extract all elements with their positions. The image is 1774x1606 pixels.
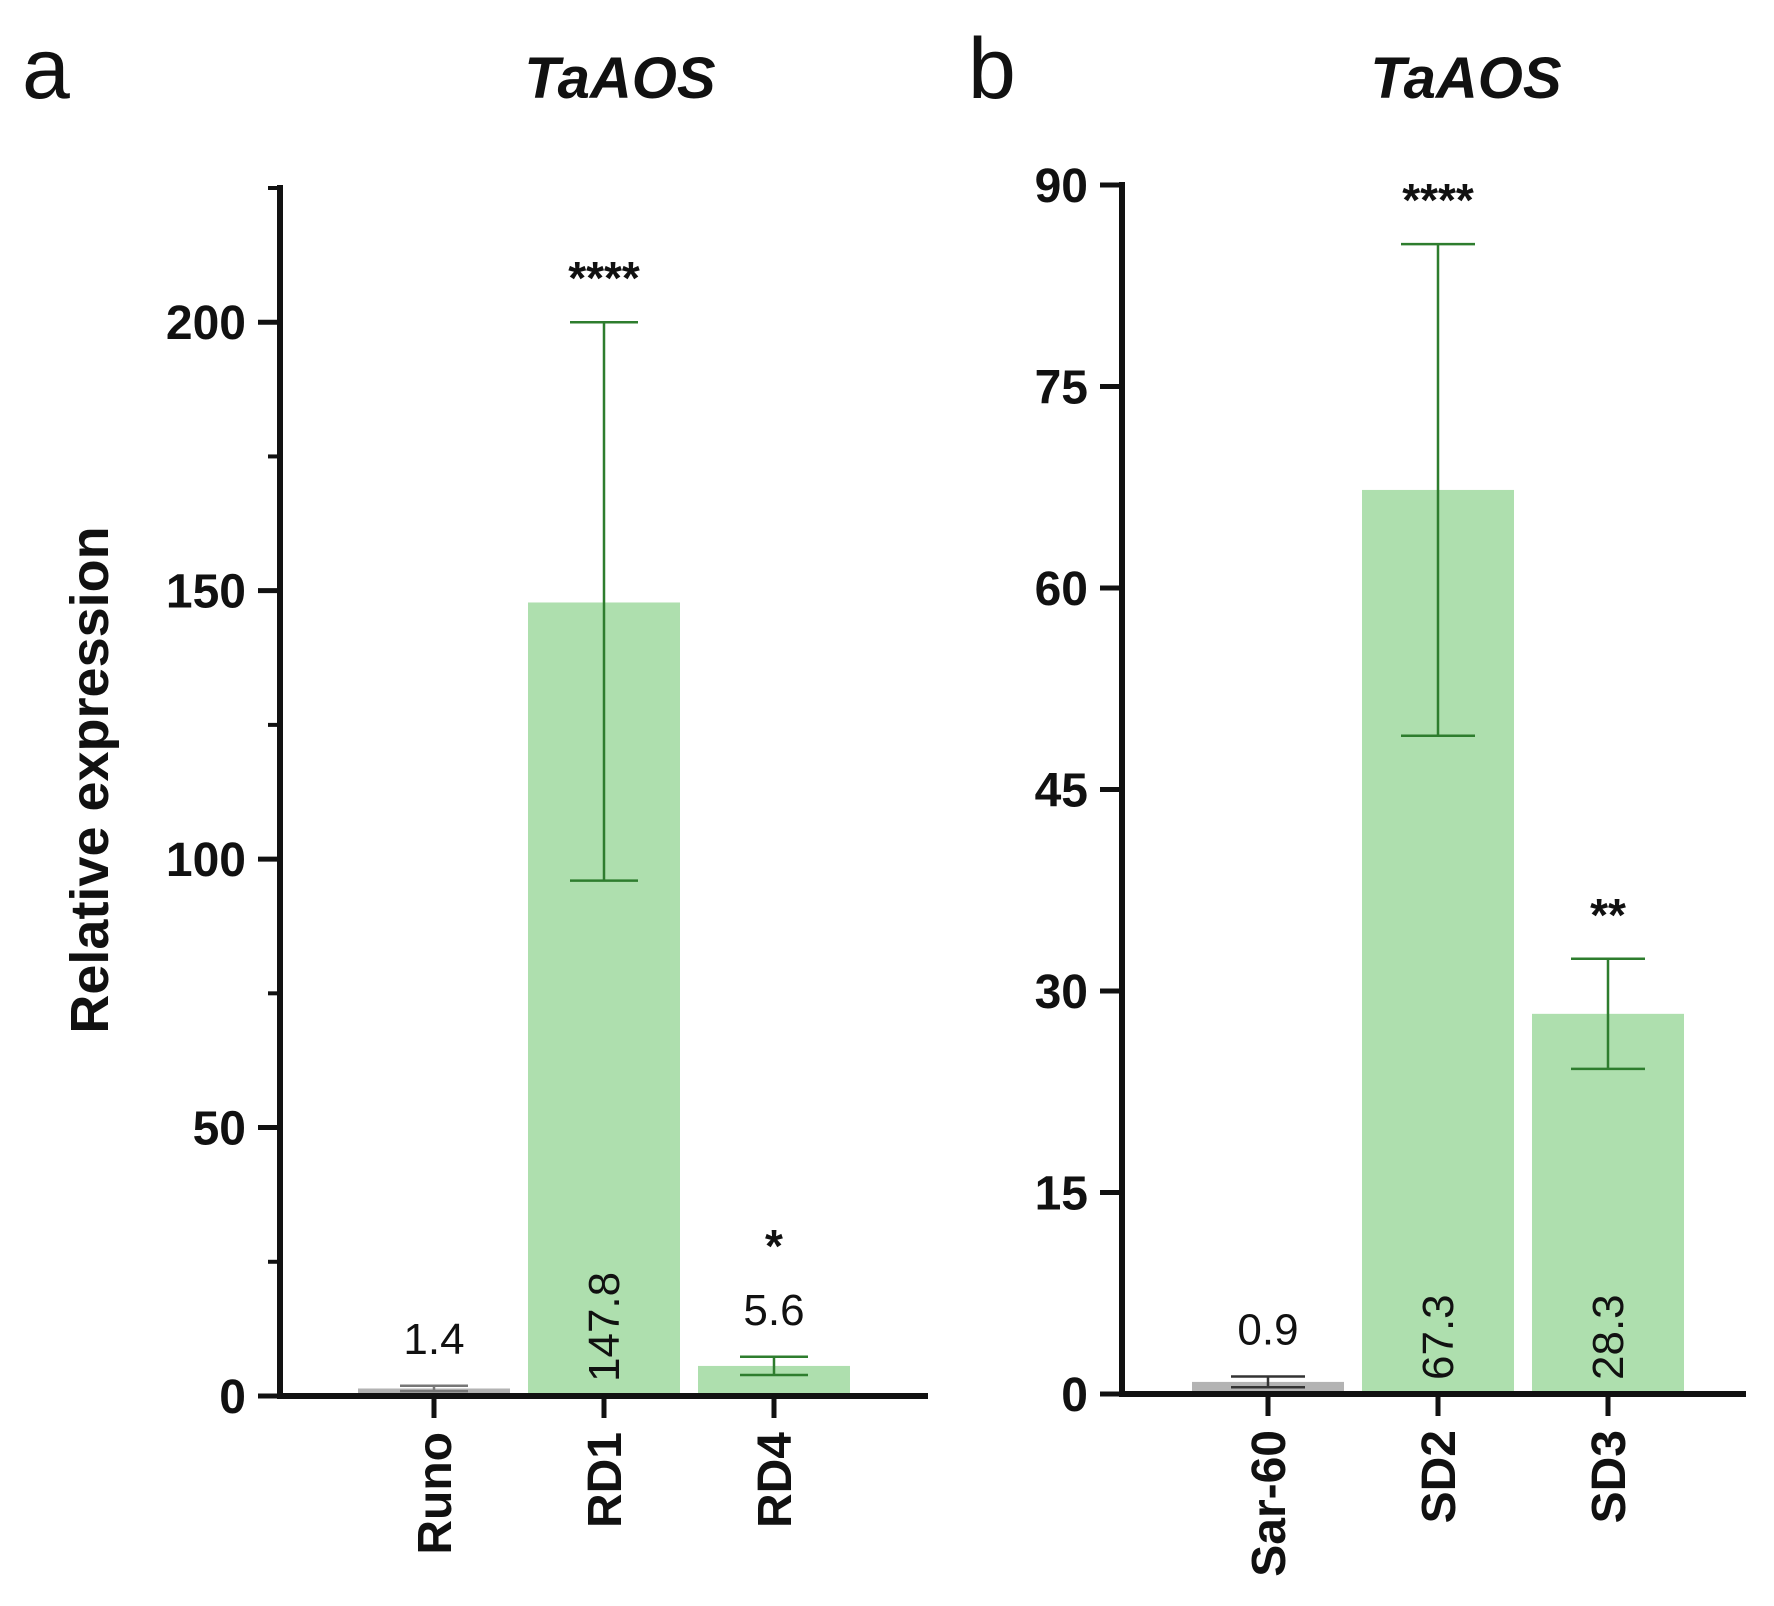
- category-label-b-sd2: SD2: [1413, 1430, 1466, 1523]
- y-tick-label-b: 15: [1035, 1168, 1088, 1221]
- value-label-b-sar-60: 0.9: [1237, 1306, 1298, 1355]
- panel-label-b: b: [968, 21, 1016, 117]
- y-tick-label-b: 30: [1035, 966, 1088, 1019]
- value-label-a-rd1: 147.8: [580, 1272, 629, 1382]
- value-label-a-rd4: 5.6: [743, 1286, 804, 1335]
- y-tick-label-b: 60: [1035, 563, 1088, 616]
- panel-b: b TaAOS 0 15 30 45 60 75 90 Sar-60 SD2 SD3 0.9 67.3…: [968, 21, 1746, 1577]
- significance-label-b-sd3: **: [1590, 889, 1626, 941]
- y-tick-label-a: 200: [166, 297, 246, 350]
- category-label-a-rd1: RD1: [579, 1432, 632, 1528]
- y-tick-label-a: 100: [166, 834, 246, 887]
- value-label-a-runo: 1.4: [403, 1315, 464, 1364]
- y-tick-label-a: 0: [219, 1371, 246, 1424]
- y-tick-label-b: 0: [1061, 1369, 1088, 1422]
- error-bar-b-sd2: [1401, 242, 1475, 738]
- category-label-b-sar-60: Sar-60: [1243, 1430, 1296, 1577]
- panel-label-a: a: [22, 21, 70, 117]
- error-bar-b-sar-60: [1231, 1375, 1305, 1389]
- y-tick-label-a: 50: [193, 1103, 246, 1156]
- panel-a: a TaAOS Relative expression 0 50 100 150 200…: [22, 21, 928, 1555]
- significance-label-b-sd2: ****: [1402, 174, 1474, 226]
- y-tick-label-b: 45: [1035, 765, 1088, 818]
- category-label-b-sd3: SD3: [1583, 1430, 1636, 1523]
- chart-title-b: TaAOS: [1370, 46, 1562, 111]
- error-bar-a-runo: [400, 1384, 468, 1393]
- y-tick-label-a: 150: [166, 566, 246, 619]
- significance-label-a-rd1: ****: [568, 252, 640, 304]
- bar-b-sd3: [1532, 1013, 1684, 1394]
- y-axis-label-a: Relative expression: [60, 526, 120, 1033]
- y-tick-label-b: 75: [1035, 362, 1088, 415]
- y-tick-label-b: 90: [1035, 160, 1088, 213]
- value-label-b-sd3: 28.3: [1584, 1294, 1633, 1380]
- significance-label-a-rd4: *: [765, 1220, 783, 1272]
- category-label-a-rd4: RD4: [749, 1432, 802, 1528]
- error-bar-a-rd4: [740, 1355, 808, 1377]
- value-label-b-sd2: 67.3: [1414, 1294, 1463, 1380]
- error-bar-b-sd3: [1571, 957, 1645, 1071]
- error-bar-a-rd1: [570, 320, 638, 882]
- chart-title-a: TaAOS: [524, 46, 716, 111]
- category-label-a-runo: Runo: [409, 1432, 462, 1555]
